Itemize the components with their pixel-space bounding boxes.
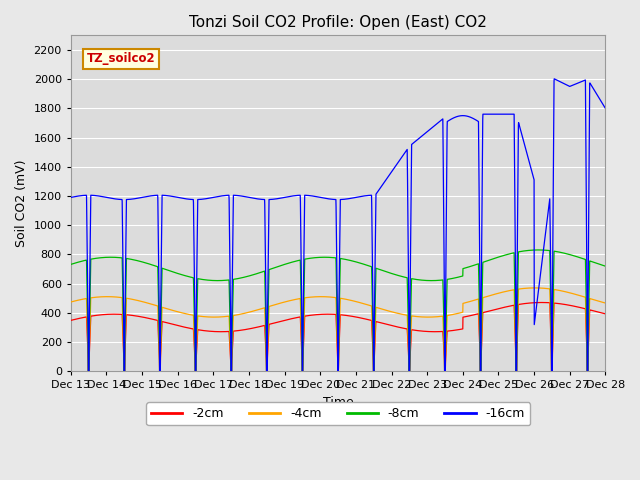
X-axis label: Time: Time [323, 396, 353, 408]
Text: TZ_soilco2: TZ_soilco2 [87, 52, 156, 65]
Title: Tonzi Soil CO2 Profile: Open (East) CO2: Tonzi Soil CO2 Profile: Open (East) CO2 [189, 15, 487, 30]
Legend: -2cm, -4cm, -8cm, -16cm: -2cm, -4cm, -8cm, -16cm [146, 402, 530, 425]
Y-axis label: Soil CO2 (mV): Soil CO2 (mV) [15, 159, 28, 247]
